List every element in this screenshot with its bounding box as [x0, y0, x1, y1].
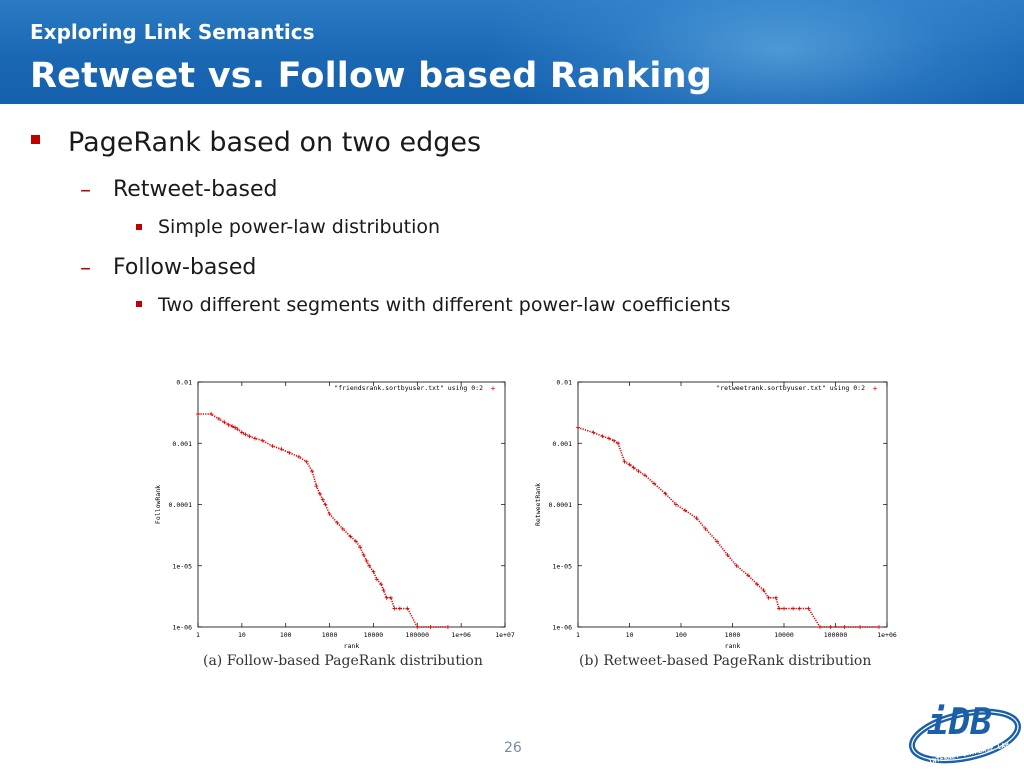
bullet-retweet: Retweet-based [113, 177, 278, 202]
legend-label: "retweetrank.sortbyuser.txt" using 0:2 [716, 384, 865, 392]
caption-retweet: (b) Retweet-based PageRank distribution [579, 653, 872, 669]
x-tick-label: 1 [196, 631, 200, 639]
slide-subtitle: Exploring Link Semantics [30, 20, 315, 44]
x-axis-label: rank [725, 642, 741, 650]
y-axis-label: FollowRank [154, 485, 162, 524]
data-point [348, 534, 353, 539]
x-axis-label: rank [344, 642, 360, 650]
retweet-rank-chart: 1e-06 1e-05 0.0001 0.001 0.01 1 10 100 1000 10000… [534, 379, 897, 651]
slide-title: Retweet vs. Follow based Ranking [30, 56, 712, 96]
x-tick-label: 10 [626, 631, 634, 639]
legend-label: "friendsrank.sortbyuser.txt" using 0:2 [334, 384, 483, 392]
legend-marker: + [491, 384, 496, 393]
y-tick-label: 0.0001 [549, 501, 573, 509]
y-tick-label: 1e-05 [552, 562, 572, 570]
y-tick-label: 0.001 [172, 440, 192, 448]
bullet-marker [136, 224, 142, 230]
idb-logo: iDB INTERNET DATABASE LAB [905, 690, 1023, 772]
title-bar: Exploring Link Semantics Retweet vs. Fol… [0, 0, 1024, 104]
svg-text:iDB: iDB [927, 702, 992, 743]
dash-marker: – [80, 256, 91, 281]
x-tick-label: 1 [576, 631, 580, 639]
data-point [209, 412, 214, 417]
plot-frame [577, 381, 888, 628]
series-line [198, 413, 448, 628]
figure-follow-rank: 1e-06 1e-05 0.0001 0.001 0.01 1 10 100 1000 10000… [150, 370, 520, 659]
x-tick-label: 1e+07 [495, 631, 515, 639]
y-tick-label: 0.0001 [169, 501, 193, 509]
bullet-marker [31, 135, 40, 144]
header-glow [480, 0, 1024, 104]
legend-marker: + [873, 384, 878, 393]
dash-marker: – [80, 178, 91, 203]
data-point [755, 582, 760, 587]
x-tick-label: 100 [675, 631, 687, 639]
x-tick-label: 1000 [322, 631, 338, 639]
bullet-follow-sub: Two different segments with different po… [158, 294, 731, 316]
y-tick-label: 0.001 [552, 440, 572, 448]
y-tick-label: 1e-06 [552, 624, 572, 632]
bullet-pagerank: PageRank based on two edges [68, 127, 482, 158]
x-tick-label: 10000 [364, 631, 384, 639]
data-point [746, 573, 751, 578]
x-tick-label: 100000 [406, 631, 430, 639]
bullet-follow: Follow-based [113, 255, 257, 280]
data-point [663, 491, 668, 496]
x-tick-label: 10 [238, 631, 246, 639]
caption-follow: (a) Follow-based PageRank distribution [203, 653, 483, 669]
data-point [445, 625, 450, 629]
figure-retweet-rank: 1e-06 1e-05 0.0001 0.001 0.01 1 10 100 1000 10000… [530, 370, 905, 659]
data-point [616, 441, 621, 446]
plot-frame [197, 381, 506, 628]
slide-number: 26 [504, 740, 522, 756]
y-tick-label: 1e-05 [172, 562, 192, 570]
y-tick-label: 1e-06 [172, 624, 192, 632]
y-axis-label: RetweetRank [534, 483, 542, 526]
svg-text:INTERNET DATABASE LAB: INTERNET DATABASE LAB [928, 741, 1010, 766]
data-point [335, 520, 340, 525]
x-tick-label: 1e+06 [877, 631, 897, 639]
x-tick-label: 10000 [774, 631, 794, 639]
y-tick-label: 0.01 [176, 379, 192, 387]
follow-rank-chart: 1e-06 1e-05 0.0001 0.001 0.01 1 10 100 1000 10000… [154, 379, 515, 651]
x-tick-label: 100 [280, 631, 292, 639]
bullet-marker [136, 301, 142, 307]
y-tick-label: 0.01 [556, 379, 572, 387]
series-line [577, 426, 879, 628]
x-tick-label: 1e+06 [451, 631, 471, 639]
x-tick-label: 100000 [824, 631, 848, 639]
x-tick-label: 1000 [725, 631, 741, 639]
bullet-retweet-sub: Simple power-law distribution [158, 216, 441, 238]
